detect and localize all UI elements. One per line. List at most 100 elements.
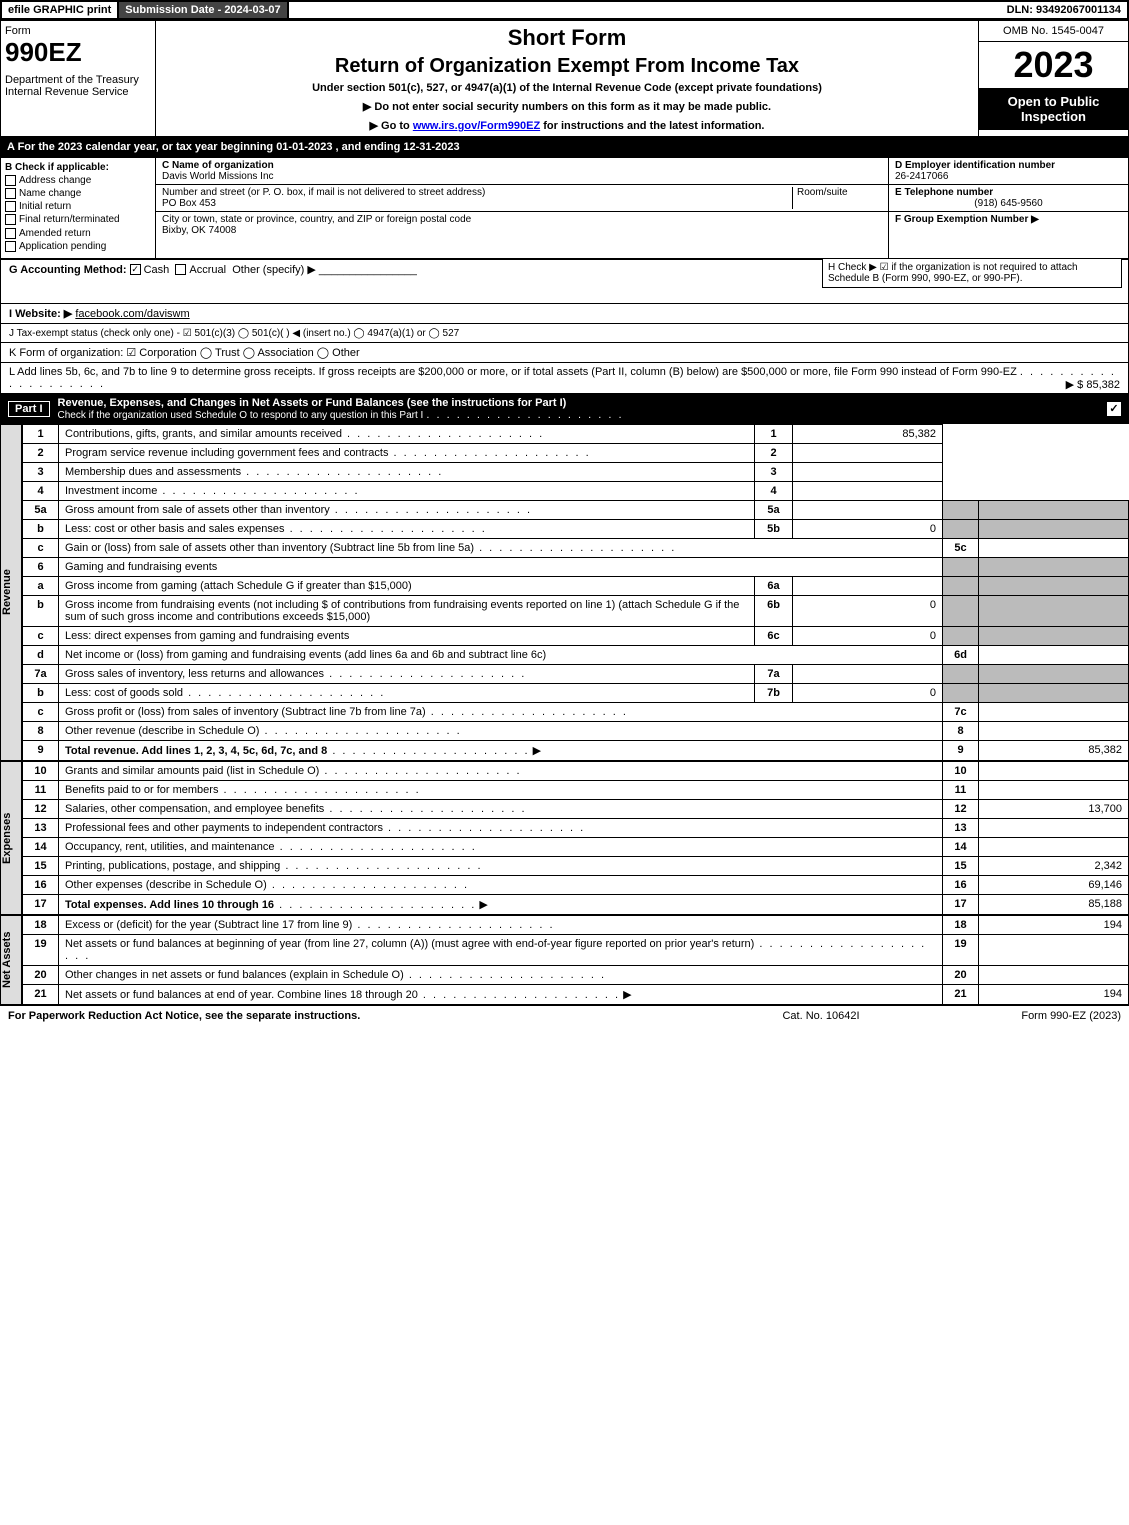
b-header: B Check if applicable: (5, 162, 151, 173)
org-name: Davis World Missions Inc (162, 171, 274, 182)
row-k: K Form of organization: ☑ Corporation ◯ … (1, 343, 1128, 363)
part-i-checkbox[interactable]: ✓ (1107, 402, 1121, 416)
cb-final-return[interactable]: Final return/terminated (5, 214, 151, 225)
row-a: A For the 2023 calendar year, or tax yea… (0, 137, 1129, 157)
tel-label: E Telephone number (895, 187, 993, 198)
goto-note: ▶ Go to www.irs.gov/Form990EZ for instru… (164, 119, 970, 132)
expenses-table: 10Grants and similar amounts paid (list … (22, 761, 1129, 915)
line-6c: Less: direct expenses from gaming and fu… (59, 626, 755, 645)
part-i-bar: Part I Revenue, Expenses, and Changes in… (0, 394, 1129, 424)
part-i-label: Part I (8, 401, 50, 417)
page-footer: For Paperwork Reduction Act Notice, see … (0, 1005, 1129, 1026)
tax-year: 2023 (979, 42, 1128, 88)
line-15-value: 2,342 (979, 856, 1129, 875)
short-form-title: Short Form (164, 25, 970, 51)
cb-initial-return[interactable]: Initial return (5, 201, 151, 212)
k-text: K Form of organization: ☑ Corporation ◯ … (9, 347, 360, 359)
submission-date: Submission Date - 2024-03-07 (119, 2, 288, 18)
tel-row: E Telephone number (918) 645-9560 (889, 185, 1128, 212)
part-i-sub: Check if the organization used Schedule … (58, 410, 424, 421)
line-4: Investment income (59, 481, 755, 500)
line-21-value: 194 (979, 984, 1129, 1004)
line-1: Contributions, gifts, grants, and simila… (59, 424, 755, 443)
line-3: Membership dues and assessments (59, 462, 755, 481)
revenue-label: Revenue (0, 424, 22, 761)
goto-post: for instructions and the latest informat… (540, 120, 764, 132)
net-assets-section: Net Assets 18Excess or (deficit) for the… (0, 915, 1129, 1005)
line-18-value: 194 (979, 915, 1129, 934)
line-2: Program service revenue including govern… (59, 443, 755, 462)
line-12-value: 13,700 (979, 799, 1129, 818)
line-14: Occupancy, rent, utilities, and maintena… (59, 837, 943, 856)
group-label: F Group Exemption Number ▶ (895, 214, 1039, 225)
row-g: G Accounting Method: Cash Accrual Other … (1, 260, 1128, 304)
line-16-value: 69,146 (979, 875, 1129, 894)
line-9-value: 85,382 (979, 740, 1129, 760)
header-center: Short Form Return of Organization Exempt… (156, 21, 978, 136)
ein-row: D Employer identification number 26-2417… (889, 158, 1128, 185)
irs-link[interactable]: www.irs.gov/Form990EZ (413, 120, 540, 132)
cb-accrual[interactable] (175, 264, 186, 275)
group-exemption-row: F Group Exemption Number ▶ (889, 212, 1128, 227)
line-17: Total expenses. Add lines 10 through 16 … (59, 894, 943, 914)
section-b-to-f: B Check if applicable: Address change Na… (0, 157, 1129, 259)
top-bar: efile GRAPHIC print Submission Date - 20… (0, 0, 1129, 20)
line-19: Net assets or fund balances at beginning… (59, 934, 943, 965)
revenue-section: Revenue 1Contributions, gifts, grants, a… (0, 424, 1129, 761)
expenses-label: Expenses (0, 761, 22, 915)
line-6d: Net income or (loss) from gaming and fun… (59, 645, 943, 664)
form-number: 990EZ (5, 37, 151, 68)
footer-center: Cat. No. 10642I (721, 1010, 921, 1022)
line-6: Gaming and fundraising events (59, 557, 943, 576)
g-label: G Accounting Method: (9, 264, 127, 276)
efile-label: efile GRAPHIC print (2, 2, 119, 18)
line-6a: Gross income from gaming (attach Schedul… (59, 576, 755, 595)
footer-left: For Paperwork Reduction Act Notice, see … (8, 1010, 721, 1022)
line-12: Salaries, other compensation, and employ… (59, 799, 943, 818)
ein-label: D Employer identification number (895, 160, 1055, 171)
net-assets-label: Net Assets (0, 915, 22, 1005)
line-10: Grants and similar amounts paid (list in… (59, 761, 943, 780)
org-name-row: C Name of organization Davis World Missi… (156, 158, 888, 185)
row-i: I Website: ▶ facebook.com/daviswm (1, 304, 1128, 324)
row-h: H Check ▶ ☑ if the organization is not r… (822, 258, 1122, 288)
street: PO Box 453 (162, 198, 216, 209)
goto-pre: ▶ Go to (370, 120, 413, 132)
omb-number: OMB No. 1545-0047 (979, 21, 1128, 42)
j-text: J Tax-exempt status (check only one) - ☑… (9, 328, 459, 339)
col-c: C Name of organization Davis World Missi… (156, 158, 888, 258)
website-link[interactable]: facebook.com/daviswm (75, 308, 189, 320)
form-header: Form 990EZ Department of the Treasury In… (0, 20, 1129, 137)
line-7c: Gross profit or (loss) from sales of inv… (59, 702, 943, 721)
line-15: Printing, publications, postage, and shi… (59, 856, 943, 875)
line-7b: Less: cost of goods sold (59, 683, 755, 702)
cb-name-change[interactable]: Name change (5, 188, 151, 199)
street-label: Number and street (or P. O. box, if mail… (162, 187, 485, 198)
line-18: Excess or (deficit) for the year (Subtra… (59, 915, 943, 934)
return-title: Return of Organization Exempt From Incom… (164, 55, 970, 78)
line-8: Other revenue (describe in Schedule O) (59, 721, 943, 740)
rows-g-to-l: G Accounting Method: Cash Accrual Other … (0, 259, 1129, 394)
city: Bixby, OK 74008 (162, 225, 236, 236)
cb-cash[interactable] (130, 264, 141, 275)
col-d-e-f: D Employer identification number 26-2417… (888, 158, 1128, 258)
cb-amended-return[interactable]: Amended return (5, 228, 151, 239)
form-word: Form (5, 25, 151, 37)
cb-address-change[interactable]: Address change (5, 175, 151, 186)
row-l: L Add lines 5b, 6c, and 7b to line 9 to … (1, 363, 1128, 393)
line-13: Professional fees and other payments to … (59, 818, 943, 837)
header-right: OMB No. 1545-0047 2023 Open to Public In… (978, 21, 1128, 136)
line-7a: Gross sales of inventory, less returns a… (59, 664, 755, 683)
cb-application-pending[interactable]: Application pending (5, 241, 151, 252)
dln: DLN: 93492067001134 (1001, 2, 1127, 18)
line-1-value: 85,382 (793, 424, 943, 443)
footer-right: Form 990-EZ (2023) (921, 1010, 1121, 1022)
revenue-table: 1Contributions, gifts, grants, and simil… (22, 424, 1129, 761)
line-9: Total revenue. Add lines 1, 2, 3, 4, 5c,… (59, 740, 943, 760)
department: Department of the Treasury Internal Reve… (5, 74, 151, 98)
line-5a: Gross amount from sale of assets other t… (59, 500, 755, 519)
room-label: Room/suite (792, 187, 882, 209)
row-j: J Tax-exempt status (check only one) - ☑… (1, 324, 1128, 343)
i-label: I Website: ▶ (9, 308, 72, 320)
header-left: Form 990EZ Department of the Treasury In… (1, 21, 156, 136)
